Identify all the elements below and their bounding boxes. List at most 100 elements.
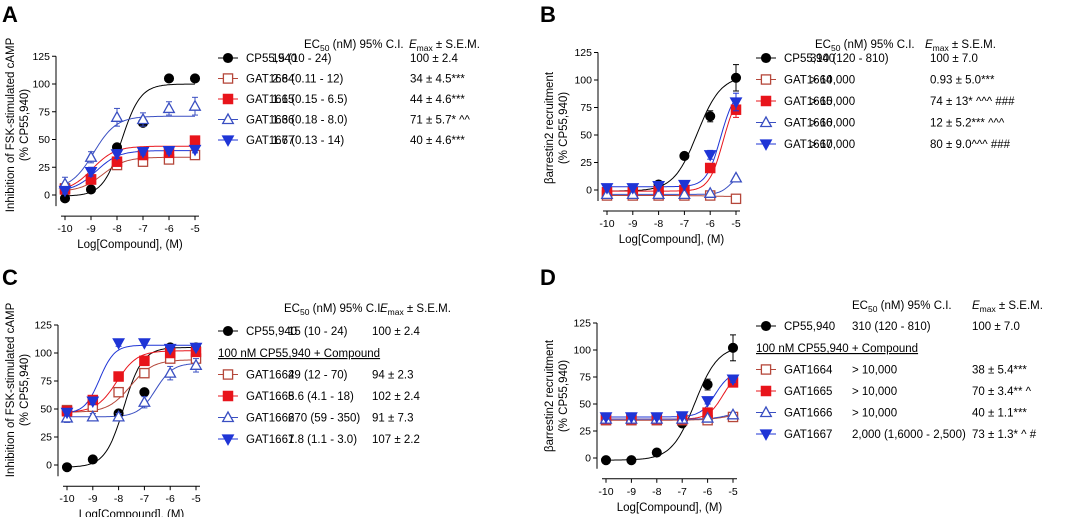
x-tick-label: -10 bbox=[599, 218, 614, 230]
header-ec50: EC50 (nM) 95% C.I. bbox=[284, 303, 384, 317]
series-gat1666 bbox=[58, 96, 202, 192]
data-point bbox=[162, 101, 176, 114]
legend-name: GAT1665 bbox=[246, 94, 294, 106]
hdr-ec-rest: (nM) 95% C.I. bbox=[877, 300, 951, 312]
legend-marker bbox=[760, 320, 772, 332]
fit-curve-gat1665 bbox=[607, 104, 737, 192]
data-point bbox=[136, 112, 150, 125]
x-axis-label: Log[Compound], (M) bbox=[617, 502, 723, 514]
y-axis-label-line1: Inhibition of FSK-stimulated cAMP bbox=[5, 37, 17, 212]
data-point bbox=[84, 167, 98, 179]
y-tick-label: 75 bbox=[38, 106, 50, 118]
legend-ec50: > 10,000 bbox=[852, 408, 897, 420]
y-tick-label: 0 bbox=[44, 190, 50, 202]
x-tick-label: -6 bbox=[164, 223, 173, 235]
header-emax: Emax ± S.E.M. bbox=[972, 300, 1043, 314]
fit-curve-gat1667 bbox=[64, 150, 195, 190]
y-tick-label: 0 bbox=[585, 453, 591, 465]
legend-ec50: 310 (120 - 810) bbox=[852, 321, 931, 333]
legend-name: GAT1667 bbox=[246, 135, 294, 147]
y-tick-label: 25 bbox=[40, 432, 52, 444]
data-point bbox=[163, 73, 175, 84]
legend-marker bbox=[222, 325, 234, 337]
y-tick-label: 25 bbox=[579, 426, 591, 438]
legend-emax: 91 ± 7.3 bbox=[372, 413, 413, 425]
legend-emax: 100 ± 7.0 bbox=[972, 321, 1020, 333]
y-axis-label-line2: (% CP55,940) bbox=[558, 360, 570, 432]
data-point bbox=[188, 144, 202, 157]
legend-emax: 40 ± 1.1*** bbox=[972, 408, 1027, 420]
legend-name: GAT1665 bbox=[246, 391, 294, 403]
y-tick-label: 100 bbox=[573, 345, 591, 357]
legend-ec50: > 10,000 bbox=[852, 365, 897, 377]
data-point bbox=[652, 187, 666, 200]
data-point bbox=[726, 374, 740, 386]
legend-row-gat1666: GAT1666> 10,000 12 ± 5.2*** ^^^ bbox=[756, 115, 1005, 130]
data-point bbox=[651, 447, 662, 458]
legend-name: CP55,940 bbox=[784, 53, 835, 65]
legend-emax: 107 ± 2.2 bbox=[372, 434, 420, 446]
legend-ec50: 15 (10 - 24) bbox=[288, 326, 348, 338]
header-ec50: EC50 (nM) 95% C.I. bbox=[304, 39, 404, 53]
legend-name: CP55,940 bbox=[246, 53, 297, 65]
legend-name: GAT1664 bbox=[246, 74, 295, 86]
y-tick-label: 125 bbox=[574, 47, 592, 59]
fit-curve-cp55-940 bbox=[606, 349, 734, 461]
y-tick-label: 125 bbox=[34, 320, 52, 332]
hdr-ec-rest: (nM) 95% C.I. bbox=[329, 39, 403, 51]
data-point bbox=[730, 72, 742, 83]
hdr-e: E bbox=[380, 303, 388, 315]
panel-label: C bbox=[2, 265, 18, 290]
legend-row-gat1665: GAT1665 > 10,000 70 ± 3.4** ^ bbox=[756, 385, 1032, 398]
legend-emax: 12 ± 5.2*** ^^^ bbox=[930, 118, 1005, 130]
legend-marker bbox=[221, 112, 235, 125]
series-cp55-940 bbox=[601, 64, 742, 197]
series-gat1667 bbox=[600, 92, 743, 195]
hdr-ec-rest: (nM) 95% C.I. bbox=[840, 39, 914, 51]
y-tick-label: 25 bbox=[38, 162, 50, 174]
fit-curve-gat1666 bbox=[67, 363, 196, 418]
legend-emax: 0.93 ± 5.0*** bbox=[930, 75, 995, 87]
panel-b: B 0 25 50 75 100 125 -10 -9 -8 -7 -6 -5 Log[Compound]… bbox=[540, 2, 1015, 246]
data-point bbox=[139, 367, 150, 379]
fit-curve-cp55-940 bbox=[65, 83, 196, 197]
hdr-e-sub: max bbox=[933, 43, 950, 53]
series-gat1664 bbox=[601, 190, 742, 205]
legend-emax: 94 ± 2.3 bbox=[372, 370, 413, 382]
y-tick-label: 100 bbox=[574, 75, 592, 87]
hdr-ec-sub: 50 bbox=[320, 43, 330, 53]
hdr-e: E bbox=[972, 300, 980, 312]
y-tick-label: 125 bbox=[573, 318, 591, 330]
data-point bbox=[730, 193, 742, 205]
legend-ec50: 310 (120 - 810) bbox=[810, 53, 889, 65]
legend-emax: 34 ± 4.5*** bbox=[410, 74, 465, 86]
y-tick-label: 50 bbox=[40, 404, 52, 416]
y-axis-label: βarrestin2 recruitment (% CP55,940) bbox=[544, 71, 570, 184]
legend-name: GAT1665 bbox=[784, 386, 832, 398]
panel-label: D bbox=[540, 265, 556, 290]
data-point bbox=[86, 396, 100, 408]
legend-name: GAT1664 bbox=[784, 365, 833, 377]
legend-ec50: 29 (12 - 70) bbox=[288, 370, 348, 382]
data-point bbox=[652, 180, 666, 193]
y-tick-label: 50 bbox=[580, 130, 592, 142]
data-point bbox=[112, 338, 126, 350]
x-axis-label: Log[Compound], (M) bbox=[619, 234, 725, 246]
legend-marker bbox=[759, 115, 773, 128]
legend-row-gat1664: GAT1664> 10,000 0.93 ± 5.0*** bbox=[756, 74, 995, 87]
y-tick-label: 50 bbox=[38, 134, 50, 146]
legend-row-gat1667: GAT1667> 10,000 80 ± 9.0^^^ ### bbox=[756, 139, 1011, 151]
series-gat1667 bbox=[60, 338, 203, 420]
legend-emax: 40 ± 4.6*** bbox=[410, 135, 465, 147]
x-tick-label: -7 bbox=[140, 493, 149, 505]
x-tick-label: -7 bbox=[680, 218, 689, 230]
y-tick-label: 0 bbox=[586, 185, 592, 197]
series-gat1666 bbox=[599, 407, 740, 424]
legend-ec50: > 10,000 bbox=[810, 96, 855, 108]
legend-row-cp55-940: CP55,940 310 (120 - 810) 100 ± 7.0 bbox=[756, 320, 1020, 333]
